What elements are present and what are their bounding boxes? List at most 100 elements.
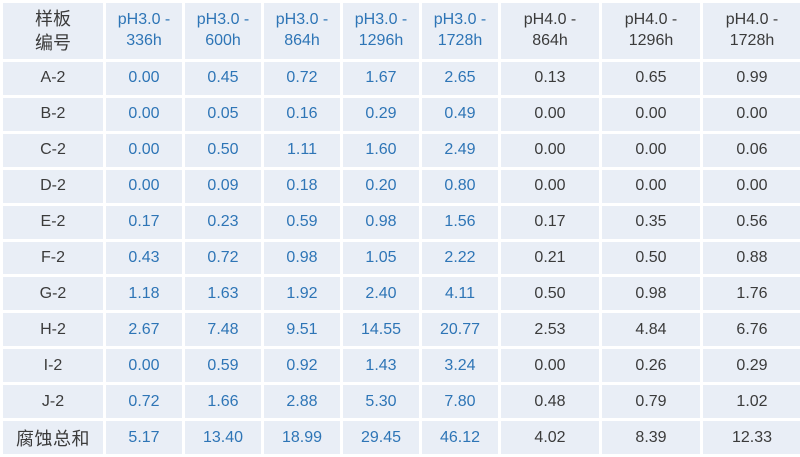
table-row: C-2 0.00 0.50 1.11 1.60 2.49 0.00 0.00 0.06 xyxy=(3,133,800,167)
table-cell: 0.09 xyxy=(185,169,261,203)
table-cell: 0.59 xyxy=(264,205,340,239)
row-label: A-2 xyxy=(3,62,103,95)
table-cell: 20.77 xyxy=(422,313,498,347)
table-cell: 0.88 xyxy=(703,241,800,275)
table-cell: 0.99 xyxy=(703,62,800,95)
table-cell: 18.99 xyxy=(264,421,340,454)
table-cell: 0.80 xyxy=(422,169,498,203)
table-cell: 9.51 xyxy=(264,313,340,347)
column-header-pH3.0-336h: pH3.0 -336h xyxy=(106,3,182,59)
table-cell: 0.18 xyxy=(264,169,340,203)
row-label: I-2 xyxy=(3,349,103,383)
table-cell: 0.45 xyxy=(185,62,261,95)
table-cell: 1.66 xyxy=(185,385,261,419)
table-cell: 0.00 xyxy=(501,97,599,131)
table-cell: 0.00 xyxy=(602,97,700,131)
table-row: D-2 0.00 0.09 0.18 0.20 0.80 0.00 0.00 0.00 xyxy=(3,169,800,203)
table-cell: 7.48 xyxy=(185,313,261,347)
table-cell: 1.63 xyxy=(185,277,261,311)
total-row-label: 腐蚀总和 xyxy=(3,421,103,454)
table-cell: 2.67 xyxy=(106,313,182,347)
table-cell: 0.72 xyxy=(106,385,182,419)
row-label: C-2 xyxy=(3,133,103,167)
table-cell: 0.17 xyxy=(106,205,182,239)
table-cell: 2.53 xyxy=(501,313,599,347)
total-row: 腐蚀总和 5.17 13.40 18.99 29.45 46.12 4.02 8.39 12.3… xyxy=(3,421,800,454)
table-cell: 0.72 xyxy=(185,241,261,275)
row-label: F-2 xyxy=(3,241,103,275)
table-cell: 13.40 xyxy=(185,421,261,454)
table-cell: 0.21 xyxy=(501,241,599,275)
table-cell: 46.12 xyxy=(422,421,498,454)
table-cell: 0.35 xyxy=(602,205,700,239)
table-cell: 1.18 xyxy=(106,277,182,311)
table-cell: 0.56 xyxy=(703,205,800,239)
column-header-sample-id: 样板 编号 xyxy=(3,3,103,59)
table-cell: 4.84 xyxy=(602,313,700,347)
table-cell: 5.17 xyxy=(106,421,182,454)
column-header-pH3.0-1728h: pH3.0 -1728h xyxy=(422,3,498,59)
table-cell: 0.13 xyxy=(501,62,599,95)
table-cell: 0.29 xyxy=(703,349,800,383)
column-header-pH3.0-600h: pH3.0 -600h xyxy=(185,3,261,59)
column-header-pH4.0-864h: pH4.0 -864h xyxy=(501,3,599,59)
table-cell: 6.76 xyxy=(703,313,800,347)
table-cell: 0.00 xyxy=(106,133,182,167)
table-cell: 0.49 xyxy=(422,97,498,131)
table-cell: 5.30 xyxy=(343,385,419,419)
table-cell: 1.11 xyxy=(264,133,340,167)
table-row: J-2 0.72 1.66 2.88 5.30 7.80 0.48 0.79 1.02 xyxy=(3,385,800,419)
table-cell: 4.02 xyxy=(501,421,599,454)
table-cell: 1.43 xyxy=(343,349,419,383)
table-cell: 0.65 xyxy=(602,62,700,95)
table-cell: 0.17 xyxy=(501,205,599,239)
table-cell: 0.05 xyxy=(185,97,261,131)
table-row: G-2 1.18 1.63 1.92 2.40 4.11 0.50 0.98 1.76 xyxy=(3,277,800,311)
sample-id-label-line1: 样板 xyxy=(35,8,71,29)
table-row: H-2 2.67 7.48 9.51 14.55 20.77 2.53 4.84 6.76 xyxy=(3,313,800,347)
table-cell: 1.02 xyxy=(703,385,800,419)
table-cell: 0.50 xyxy=(185,133,261,167)
table-cell: 2.49 xyxy=(422,133,498,167)
table-cell: 0.98 xyxy=(602,277,700,311)
row-label: J-2 xyxy=(3,385,103,419)
column-header-pH4.0-1296h: pH4.0 -1296h xyxy=(602,3,700,59)
table-cell: 1.60 xyxy=(343,133,419,167)
table-row: E-2 0.17 0.23 0.59 0.98 1.56 0.17 0.35 0.56 xyxy=(3,205,800,239)
table-cell: 1.76 xyxy=(703,277,800,311)
table-row: A-2 0.00 0.45 0.72 1.67 2.65 0.13 0.65 0.99 xyxy=(3,62,800,95)
table-cell: 0.43 xyxy=(106,241,182,275)
table-cell: 0.00 xyxy=(106,97,182,131)
row-label: H-2 xyxy=(3,313,103,347)
table-cell: 14.55 xyxy=(343,313,419,347)
table-cell: 2.40 xyxy=(343,277,419,311)
row-label: D-2 xyxy=(3,169,103,203)
sample-id-label-line2: 编号 xyxy=(35,33,71,53)
table-cell: 1.92 xyxy=(264,277,340,311)
table-cell: 0.50 xyxy=(602,241,700,275)
table-cell: 12.33 xyxy=(703,421,800,454)
table-cell: 2.88 xyxy=(264,385,340,419)
table-cell: 0.48 xyxy=(501,385,599,419)
table-cell: 0.20 xyxy=(343,169,419,203)
table-cell: 0.00 xyxy=(501,349,599,383)
table-cell: 0.16 xyxy=(264,97,340,131)
column-header-pH3.0-1296h: pH3.0 -1296h xyxy=(343,3,419,59)
table-cell: 0.00 xyxy=(501,169,599,203)
table-cell: 4.11 xyxy=(422,277,498,311)
table-cell: 2.22 xyxy=(422,241,498,275)
table-cell: 29.45 xyxy=(343,421,419,454)
table-cell: 0.98 xyxy=(343,205,419,239)
row-label: G-2 xyxy=(3,277,103,311)
table-cell: 0.00 xyxy=(703,169,800,203)
table-cell: 0.06 xyxy=(703,133,800,167)
table-cell: 0.98 xyxy=(264,241,340,275)
table-cell: 0.23 xyxy=(185,205,261,239)
row-label: B-2 xyxy=(3,97,103,131)
row-label: E-2 xyxy=(3,205,103,239)
column-header-pH3.0-864h: pH3.0 -864h xyxy=(264,3,340,59)
table-cell: 0.00 xyxy=(703,97,800,131)
table-cell: 0.00 xyxy=(501,133,599,167)
table-cell: 2.65 xyxy=(422,62,498,95)
